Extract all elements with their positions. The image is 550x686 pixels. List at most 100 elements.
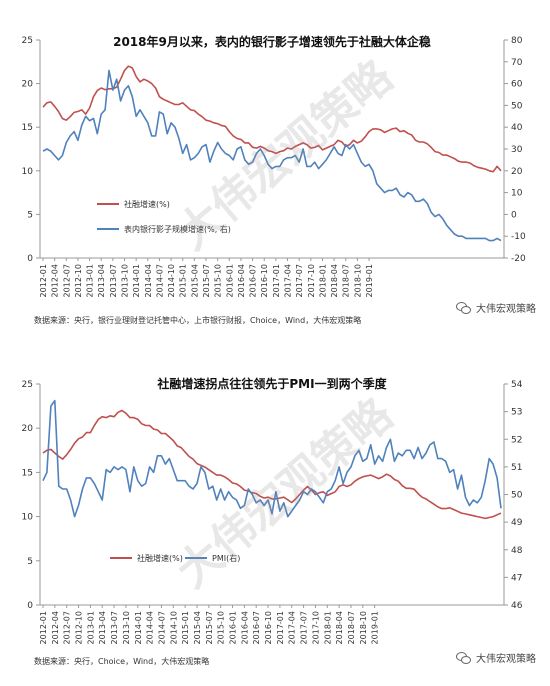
y-right-tick-label: 49 bbox=[511, 518, 523, 528]
x-tick-label: 2015-07 bbox=[205, 611, 214, 644]
x-tick-label: 2013-07 bbox=[109, 264, 118, 297]
x-tick-label: 2016-07 bbox=[249, 264, 258, 297]
legend-label-1: 社融增速(%) bbox=[124, 199, 170, 209]
x-tick-label: 2012-07 bbox=[62, 264, 71, 297]
y-right-tick-label: 30 bbox=[511, 145, 523, 155]
x-tick-label: 2016-07 bbox=[252, 611, 261, 644]
y-right-tick-label: -10 bbox=[511, 232, 526, 242]
x-tick-label: 2012-01 bbox=[39, 611, 48, 644]
x-tick-label: 2017-01 bbox=[272, 264, 281, 297]
x-tick-label: 2016-04 bbox=[237, 264, 246, 297]
series-line-2 bbox=[42, 399, 502, 518]
x-tick-label: 2015-10 bbox=[217, 611, 226, 644]
y-right-tick-label: 50 bbox=[511, 491, 523, 501]
y-right-tick-label: 70 bbox=[511, 58, 523, 68]
x-tick-label: 2018-10 bbox=[359, 611, 368, 644]
x-tick-label: 2015-04 bbox=[190, 264, 199, 297]
x-tick-label: 2017-10 bbox=[307, 264, 316, 297]
wechat-icon bbox=[456, 301, 472, 314]
x-tick-label: 2015-10 bbox=[214, 264, 223, 297]
y-right-tick-label: 10 bbox=[511, 189, 523, 199]
x-tick-label: 2018-04 bbox=[335, 611, 344, 644]
x-tick-label: 2015-04 bbox=[193, 611, 202, 644]
x-tick-label: 2016-04 bbox=[240, 611, 249, 644]
y-right-tick-label: 46 bbox=[511, 601, 523, 611]
y-right-tick-label: 53 bbox=[511, 408, 522, 418]
y-right-tick-label: 47 bbox=[511, 573, 522, 583]
x-tick-label: 2014-04 bbox=[144, 264, 153, 297]
chart-title: 社融增速拐点往往领先于PMI一到两个季度 bbox=[156, 376, 387, 391]
x-tick-label: 2017-04 bbox=[284, 264, 293, 297]
x-tick-label: 2017-10 bbox=[311, 611, 320, 644]
y-left-tick-label: 10 bbox=[22, 167, 34, 177]
legend-label-2: 表内银行影子规模增速(%, 右) bbox=[124, 224, 231, 234]
x-tick-label: 2018-04 bbox=[330, 264, 339, 297]
x-tick-label: 2014-01 bbox=[132, 264, 141, 297]
x-tick-label: 2013-04 bbox=[97, 264, 106, 297]
x-tick-label: 2018-07 bbox=[347, 611, 356, 644]
x-tick-label: 2018-07 bbox=[342, 264, 351, 297]
y-right-tick-label: 40 bbox=[511, 123, 523, 133]
source-note: 数据来源：央行，银行业理财登记托管中心，上市银行财报，Choice，Wind，大… bbox=[34, 316, 362, 325]
source-note: 数据来源：央行，Choice，Wind，大伟宏观策略 bbox=[34, 657, 210, 666]
y-left-tick-label: 25 bbox=[22, 380, 33, 390]
x-tick-label: 2016-10 bbox=[260, 264, 269, 297]
y-left-tick-label: 15 bbox=[22, 123, 33, 133]
x-tick-label: 2013-01 bbox=[86, 264, 95, 297]
x-tick-label: 2016-01 bbox=[225, 264, 234, 297]
x-tick-label: 2014-01 bbox=[134, 611, 143, 644]
x-tick-label: 2017-04 bbox=[288, 611, 297, 644]
x-tick-label: 2016-01 bbox=[229, 611, 238, 644]
x-tick-label: 2017-07 bbox=[300, 611, 309, 644]
y-left-tick-label: 10 bbox=[22, 513, 34, 523]
x-tick-label: 2019-01 bbox=[365, 264, 374, 297]
brand-label: 大伟宏观策略 bbox=[476, 304, 536, 315]
chart-title: 2018年9月以来，表内的银行影子增速领先于社融大体企稳 bbox=[113, 34, 431, 49]
x-tick-label: 2017-01 bbox=[276, 611, 285, 644]
x-tick-label: 2012-04 bbox=[51, 264, 60, 297]
chart-2-svg: 社融增速拐点往往领先于PMI一到两个季度 0 5 10 15 20 25 46 47 48 49 50… bbox=[22, 376, 523, 644]
brand-badge: 大伟宏观策略 bbox=[456, 650, 536, 665]
brand-label: 大伟宏观策略 bbox=[476, 654, 536, 665]
y-right-tick-label: 0 bbox=[511, 210, 517, 220]
y-right-tick-label: 50 bbox=[511, 101, 523, 111]
x-tick-label: 2016-10 bbox=[264, 611, 273, 644]
x-tick-label: 2013-01 bbox=[86, 611, 95, 644]
x-tick-label: 2012-01 bbox=[39, 264, 48, 297]
x-tick-label: 2019-01 bbox=[371, 611, 380, 644]
x-tick-label: 2015-01 bbox=[179, 264, 188, 297]
x-tick-label: 2014-04 bbox=[146, 611, 155, 644]
series-line-1 bbox=[42, 65, 502, 173]
x-tick-label: 2014-07 bbox=[157, 611, 166, 644]
x-tick-label: 2014-10 bbox=[169, 611, 178, 644]
chart-1-svg: 2018年9月以来，表内的银行影子增速领先于社融大体企稳 0 5 10 15 20 25 -2… bbox=[22, 34, 526, 297]
x-tick-label: 2018-01 bbox=[323, 611, 332, 644]
legend-label-2: PMI(右) bbox=[212, 553, 240, 563]
x-tick-label: 2018-01 bbox=[318, 264, 327, 297]
chart-panel-1: 2018年9月以来，表内的银行影子增速领先于社融大体企稳 0 5 10 15 20 25 -2… bbox=[0, 0, 550, 338]
x-tick-label: 2012-07 bbox=[63, 611, 72, 644]
y-left-tick-label: 0 bbox=[27, 601, 33, 611]
x-tick-label: 2014-10 bbox=[167, 264, 176, 297]
y-right-tick-label: 48 bbox=[511, 546, 523, 556]
x-tick-label: 2014-07 bbox=[155, 264, 164, 297]
x-tick-label: 2013-10 bbox=[121, 264, 130, 297]
y-left-tick-label: 25 bbox=[22, 36, 33, 46]
x-tick-label: 2013-10 bbox=[122, 611, 131, 644]
y-right-tick-label: 54 bbox=[511, 380, 523, 390]
wechat-icon bbox=[456, 651, 472, 664]
y-right-tick-label: 51 bbox=[511, 463, 522, 473]
y-left-tick-label: 20 bbox=[22, 80, 34, 90]
x-tick-label: 2015-01 bbox=[181, 611, 190, 644]
y-left-tick-label: 20 bbox=[22, 424, 34, 434]
x-tick-label: 2012-10 bbox=[74, 264, 83, 297]
y-right-tick-label: 60 bbox=[511, 80, 523, 90]
x-tick-label: 2015-07 bbox=[202, 264, 211, 297]
y-right-tick-label: 20 bbox=[511, 167, 523, 177]
chart-panel-2: 社融增速拐点往往领先于PMI一到两个季度 0 5 10 15 20 25 46 47 48 49 50… bbox=[0, 338, 550, 686]
y-right-tick-label: 80 bbox=[511, 36, 523, 46]
x-tick-label: 2013-04 bbox=[98, 611, 107, 644]
y-left-tick-label: 5 bbox=[27, 210, 33, 220]
x-tick-label: 2018-10 bbox=[353, 264, 362, 297]
series-line-2 bbox=[42, 69, 502, 242]
